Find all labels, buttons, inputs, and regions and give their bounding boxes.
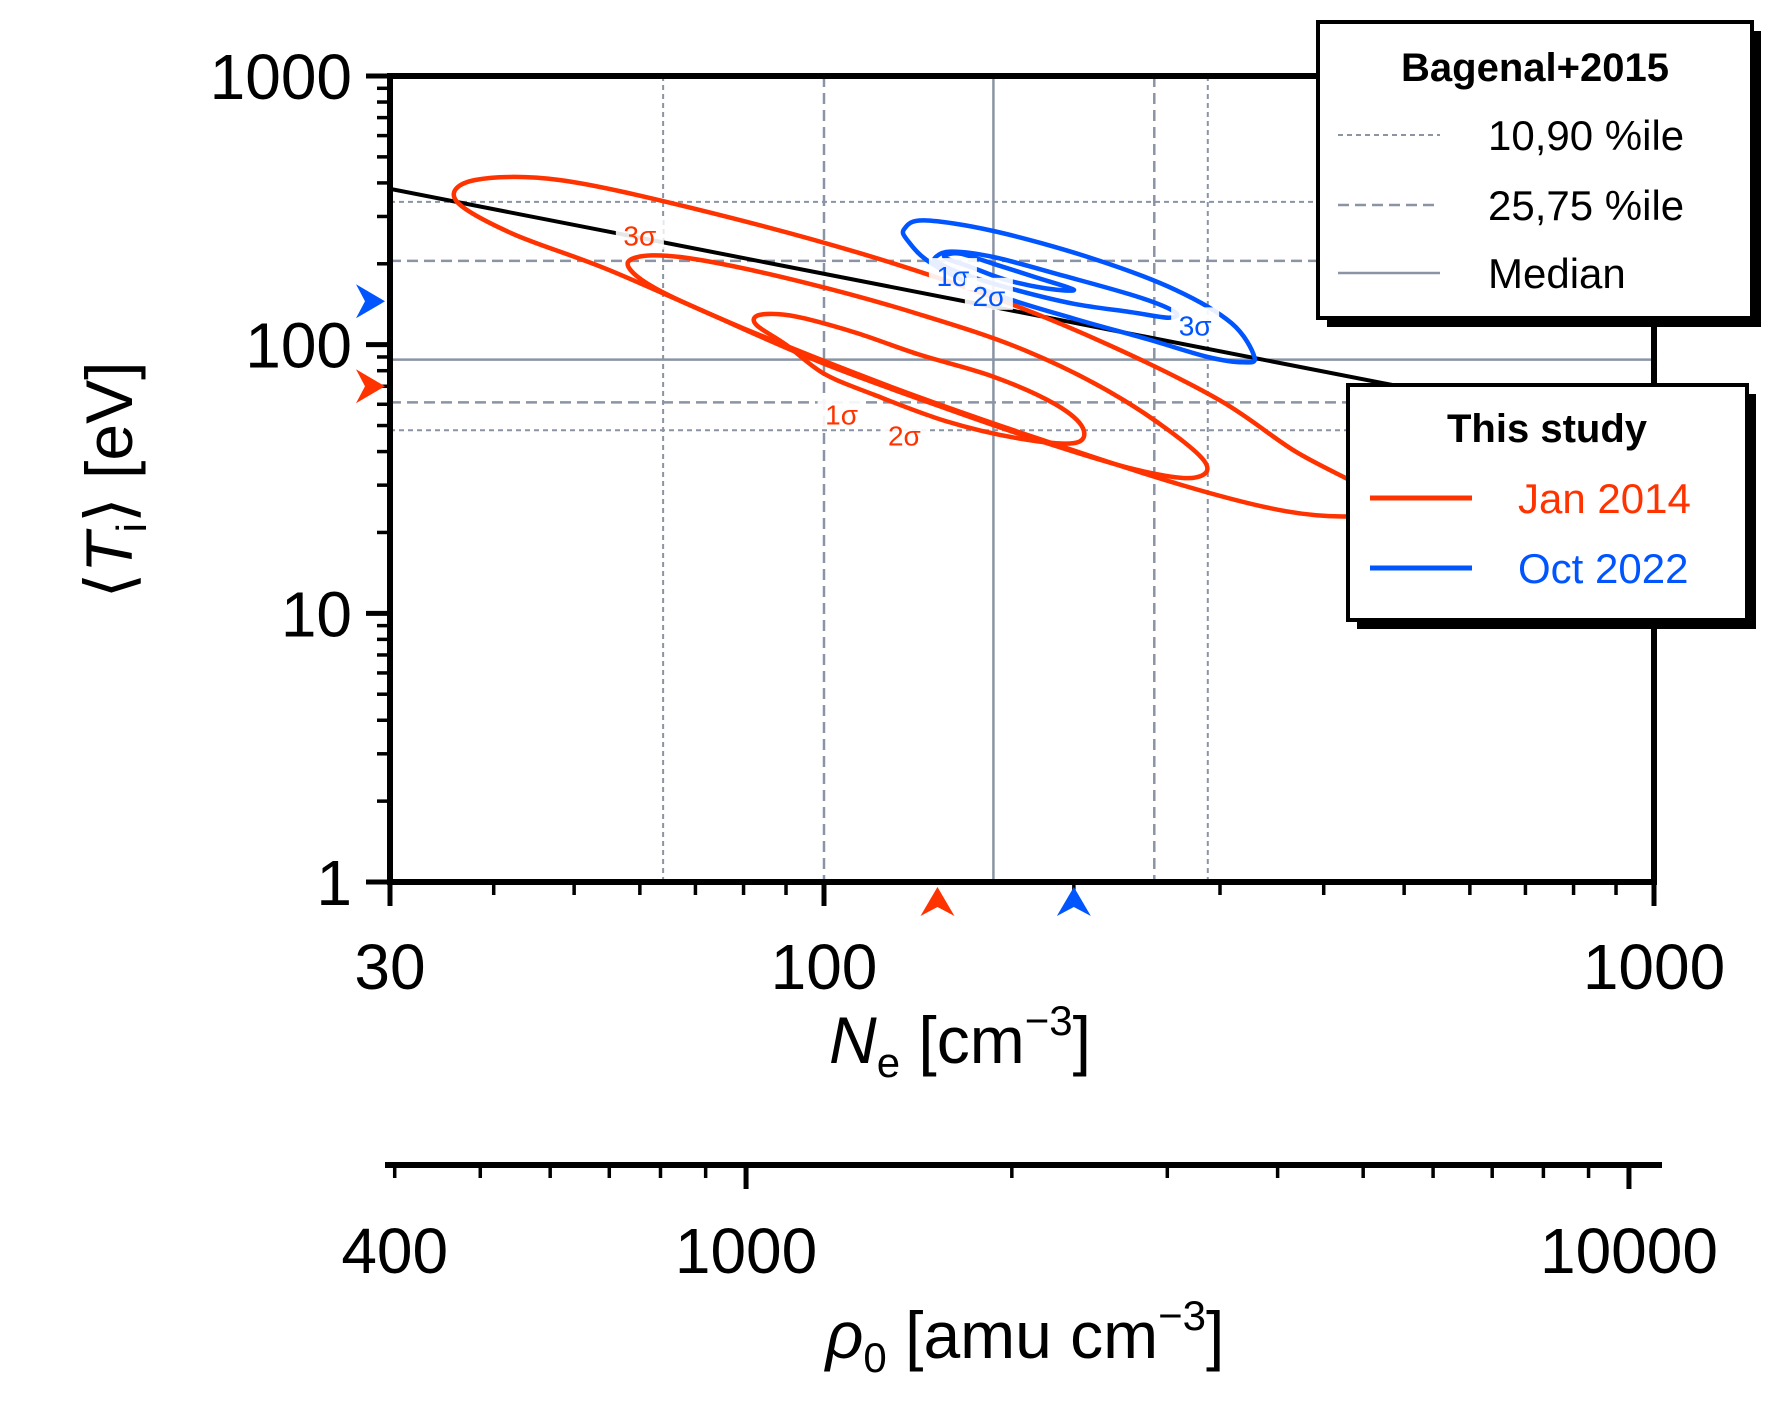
x2-tick-label-2: 10000 xyxy=(1540,1215,1718,1287)
contour-label-0-0: 1σ xyxy=(825,399,858,430)
y-tick-label-2: 100 xyxy=(245,310,352,382)
x-tick-label-2: 1000 xyxy=(1583,931,1725,1003)
x-axis-title: Ne [cm−3] xyxy=(829,997,1091,1086)
contour-label-bg-0-1 xyxy=(880,417,929,450)
marker-x-0 xyxy=(920,887,955,916)
marker-x-1 xyxy=(1056,887,1091,916)
x2-tick-label-0: 400 xyxy=(341,1215,448,1287)
legend-series-title: This study xyxy=(1447,407,1648,451)
marker-y-0 xyxy=(356,369,385,404)
contour-label-1-0: 1σ xyxy=(936,261,969,292)
tick-label-layer: 30 100 1000 1 10 100 1000 400 1000 10000 xyxy=(210,41,1726,1287)
x-tick-label-1: 100 xyxy=(771,931,878,1003)
legend-series: This study Jan 2014 Oct 2022 xyxy=(1346,383,1756,629)
legend-label-oct-2022: Oct 2022 xyxy=(1518,545,1688,592)
legend-label-jan-2014: Jan 2014 xyxy=(1518,475,1691,522)
x2-tick-label-1: 1000 xyxy=(675,1215,817,1287)
y-tick-label-1: 10 xyxy=(281,578,352,650)
contour-label-0-1: 2σ xyxy=(888,420,921,451)
y-tick-label-3: 1000 xyxy=(210,41,352,113)
y-tick-label-0: 1 xyxy=(316,847,352,919)
secondary-x-axis-title: ρ0 [amu cm−3] xyxy=(824,1292,1225,1381)
legend-reference: Bagenal+2015 10,90 %ile 25,75 %ile Media… xyxy=(1316,20,1761,327)
x-tick-label-0: 30 xyxy=(354,931,425,1003)
contour-label-bg-1-2 xyxy=(1171,307,1220,340)
legend-reference-title: Bagenal+2015 xyxy=(1401,46,1669,90)
legend-label-25-75: 25,75 %ile xyxy=(1488,182,1684,229)
contour-label-bg-0-0 xyxy=(817,396,866,429)
marker-layer xyxy=(356,284,1091,916)
contour-label-1-1: 2σ xyxy=(972,281,1005,312)
contour-label-bg-1-1 xyxy=(964,277,1013,310)
contour-0-0 xyxy=(751,311,1087,446)
legend-label-median: Median xyxy=(1488,250,1626,297)
y-axis-title: ⟨Ti⟩ [eV] xyxy=(72,362,155,599)
contour-label-bg-0-2 xyxy=(615,217,664,250)
contour-label-1-2: 3σ xyxy=(1179,310,1212,341)
contour-label-0-2: 3σ xyxy=(623,220,656,251)
legend-label-10-90: 10,90 %ile xyxy=(1488,112,1684,159)
marker-y-1 xyxy=(356,284,385,319)
